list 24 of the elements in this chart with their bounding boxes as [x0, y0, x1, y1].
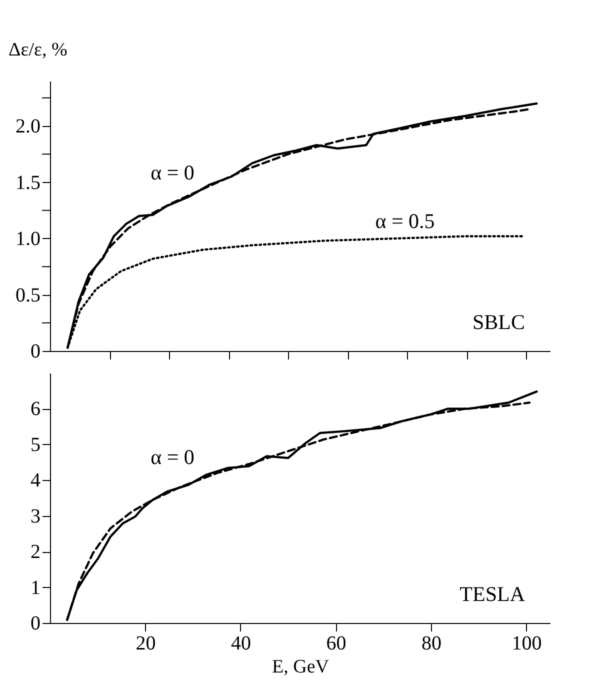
annotation: α = 0 — [150, 445, 194, 469]
x-axis-title: E, GeV — [272, 656, 330, 678]
y-tick-label: 3 — [30, 505, 40, 528]
x-tick-label: 20 — [136, 632, 156, 654]
x-tick-label: 80 — [421, 632, 442, 654]
annotation: TESLA — [460, 582, 526, 606]
y-tick-label: 0 — [30, 340, 40, 362]
x-tick-label: 40 — [230, 632, 251, 654]
x-tick-label: 60 — [326, 632, 346, 654]
y-tick-label: 0.5 — [16, 284, 40, 306]
y-tick-label: 2 — [30, 541, 40, 564]
annotation: SBLC — [472, 310, 525, 334]
y-tick-label: 1 — [30, 576, 40, 599]
y-tick-label: 6 — [30, 398, 40, 420]
annotation: α = 0.5 — [375, 209, 435, 234]
y-tick-label: 4 — [30, 470, 40, 492]
y-tick-label: 1.5 — [16, 172, 40, 194]
y-tick-label: 5 — [30, 434, 40, 456]
y-tick-label: 1.0 — [16, 228, 40, 250]
y-tick-label: 2.0 — [16, 116, 40, 138]
annotation: α = 0 — [150, 160, 194, 185]
y-axis-title: Δε/ε, % — [8, 40, 68, 60]
x-tick-label: 100 — [512, 632, 542, 654]
y-tick-label: 0 — [30, 612, 40, 634]
